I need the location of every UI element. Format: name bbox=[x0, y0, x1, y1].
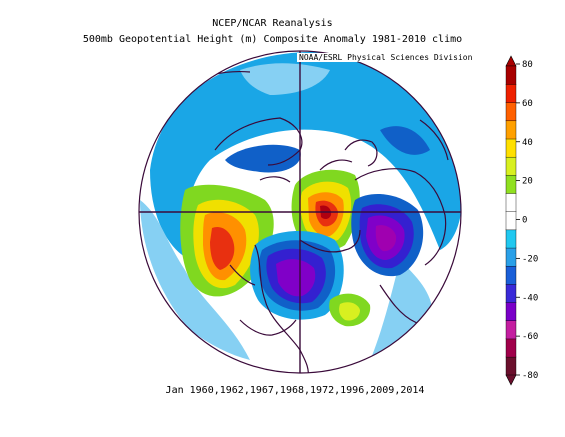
title-line-1: NCEP/NCAR Reanalysis bbox=[212, 18, 333, 29]
colorbar-swatch bbox=[505, 156, 517, 176]
colorbar-tick-label: -40 bbox=[522, 293, 538, 303]
colorbar-tick-label: -80 bbox=[522, 371, 538, 381]
colorbar-swatch bbox=[505, 193, 517, 212]
colorbar-tick-label: -20 bbox=[522, 254, 538, 264]
colorbar-tick-label: 20 bbox=[522, 177, 533, 187]
colorbar-swatch bbox=[505, 247, 517, 267]
colorbar-swatch bbox=[505, 356, 517, 376]
colorbar-tick-label: 80 bbox=[522, 60, 533, 70]
title-line-2: 500mb Geopotential Height (m) Composite … bbox=[82, 34, 463, 45]
colorbar-swatch bbox=[505, 211, 517, 231]
colorbar-swatch bbox=[505, 320, 517, 340]
colorbar-swatch bbox=[505, 65, 517, 85]
colorbar-tick-label: 40 bbox=[522, 138, 533, 148]
colorbar-ticks: 80 60 40 20 0 -20 -40 -60 -80 bbox=[516, 60, 538, 381]
colorbar-swatch bbox=[505, 338, 517, 358]
composite-dates: Jan 1960,1962,1967,1968,1972,1996,2009,2… bbox=[165, 385, 425, 396]
colorbar-swatch bbox=[505, 265, 517, 285]
colorbar-swatch bbox=[505, 302, 517, 321]
colorbar-swatch bbox=[505, 283, 517, 303]
colorbar-swatch bbox=[505, 102, 517, 122]
colorbar-swatch bbox=[505, 83, 517, 103]
colorbar-top-arrow bbox=[505, 55, 517, 67]
colorbar-swatch bbox=[505, 138, 517, 158]
colorbar-tick-label: 0 bbox=[522, 216, 527, 226]
map-border bbox=[138, 50, 462, 374]
colorbar-tick-label: -60 bbox=[522, 332, 538, 342]
colorbar-swatch bbox=[505, 120, 517, 140]
colorbar-swatches bbox=[505, 55, 517, 386]
colorbar-swatch bbox=[505, 229, 517, 249]
colorbar-tick-label: 60 bbox=[522, 99, 533, 109]
colorbar-swatch bbox=[505, 174, 517, 194]
colorbar-bottom-arrow bbox=[505, 374, 517, 386]
credit-label: NOAA/ESRL Physical Sciences Division bbox=[297, 53, 475, 62]
